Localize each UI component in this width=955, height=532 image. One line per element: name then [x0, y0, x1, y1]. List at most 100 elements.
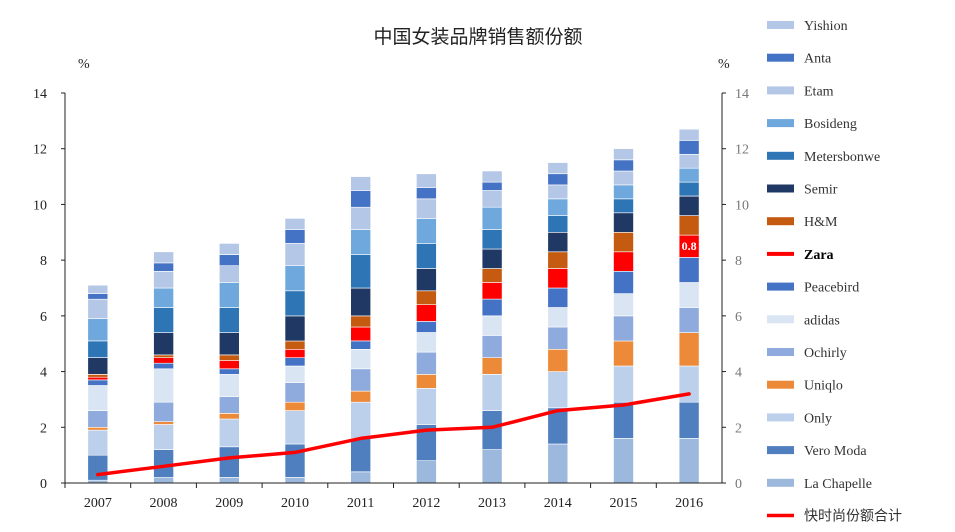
- bar-metersbonwe-2016: [678, 181, 700, 197]
- bar-semir-2012: [416, 268, 437, 292]
- bar-metersbonwe-2011: [350, 254, 372, 289]
- line-series-fast-fashion-total: [96, 392, 691, 477]
- bar-metersbonwe-2008: [153, 307, 174, 333]
- bar-la-chapelle-2010: [284, 477, 306, 484]
- bar-peacebird-2011: [350, 340, 372, 350]
- bar-semir-2014: [547, 232, 569, 253]
- bar-vero-moda-2008: [153, 449, 174, 478]
- bar-peacebird-2015: [613, 270, 634, 294]
- x-tick-label: 2009: [215, 496, 243, 511]
- bar-only-2010: [284, 410, 306, 445]
- bar-uniqlo-2016: [678, 332, 700, 367]
- bar-la-chapelle-2016: [678, 438, 700, 484]
- bar-semir-2011: [350, 287, 372, 317]
- y-tick-label-right: 10: [735, 198, 749, 213]
- bar-zara-2008: [153, 357, 174, 364]
- bar-bosideng-2014: [547, 198, 569, 216]
- x-tick-label: 2007: [84, 496, 112, 511]
- legend-label-vero-moda: Vero Moda: [804, 444, 867, 459]
- legend-label-peacebird: Peacebird: [804, 281, 859, 296]
- left-axis-unit: %: [78, 57, 90, 72]
- legend-swatch-vero-moda: [767, 446, 794, 455]
- bar-zara-2010: [284, 348, 306, 358]
- bar-h-m-2016: [678, 215, 700, 236]
- bar-peacebird-2010: [284, 357, 306, 367]
- bar-adidas-2010: [284, 365, 306, 384]
- bar-metersbonwe-2014: [547, 215, 569, 233]
- data-labels-layer: 0.8: [682, 239, 697, 253]
- bar-zara-2015: [613, 251, 634, 272]
- y-tick-label-left: 2: [40, 421, 47, 436]
- bar-metersbonwe-2013: [481, 229, 503, 250]
- legend-swatch-la-chapelle: [767, 478, 794, 487]
- y-tick-label-left: 6: [40, 310, 47, 325]
- bar-h-m-2014: [547, 251, 569, 269]
- bar-la-chapelle-2009: [219, 477, 240, 484]
- bar-la-chapelle-2014: [547, 443, 569, 484]
- bar-ochirly-2008: [153, 401, 174, 423]
- bar-anta-2012: [416, 187, 437, 200]
- legend-swatch-peacebird: [767, 282, 794, 291]
- bar-adidas-2014: [547, 307, 569, 328]
- bar-semir-2016: [678, 195, 700, 216]
- bar-vero-moda-2010: [284, 443, 306, 478]
- legend-label-etam: Etam: [804, 84, 834, 99]
- bar-yishion-2012: [416, 173, 437, 189]
- bar-etam-2013: [481, 190, 503, 208]
- legend-label-only: Only: [804, 411, 832, 426]
- bar-uniqlo-2013: [481, 357, 503, 375]
- bar-yishion-2008: [153, 251, 174, 264]
- bar-ochirly-2014: [547, 326, 569, 350]
- bar-metersbonwe-2007: [87, 340, 109, 358]
- bar-uniqlo-2011: [350, 390, 372, 403]
- legend-label-ochirly: Ochirly: [804, 346, 847, 361]
- bar-la-chapelle-2012: [416, 460, 437, 484]
- bar-only-2015: [613, 365, 634, 403]
- bar-etam-2016: [678, 154, 700, 169]
- bar-vero-moda-2009: [219, 446, 240, 478]
- legend-swatch-uniqlo: [767, 380, 794, 389]
- bar-yishion-2015: [613, 148, 634, 161]
- legend-label-anta: Anta: [804, 52, 832, 67]
- bar-anta-2016: [678, 140, 700, 155]
- legend-swatch-only: [767, 413, 794, 422]
- bar-yishion-2011: [350, 176, 372, 191]
- legend-label-yishion: Yishion: [804, 19, 848, 34]
- bar-vero-moda-2015: [613, 401, 634, 439]
- bar-only-2008: [153, 424, 174, 450]
- bar-semir-2007: [87, 357, 109, 375]
- bar-etam-2014: [547, 184, 569, 200]
- x-tick-label: 2016: [675, 496, 703, 511]
- bar-adidas-2008: [153, 368, 174, 403]
- bar-metersbonwe-2015: [613, 198, 634, 214]
- bar-anta-2013: [481, 181, 503, 191]
- bar-only-2009: [219, 418, 240, 448]
- y-tick-label-right: 6: [735, 310, 742, 325]
- bar-vero-moda-2011: [350, 438, 372, 473]
- bar-yishion-2009: [219, 243, 240, 255]
- bar-adidas-2016: [678, 282, 700, 308]
- bar-etam-2007: [87, 298, 109, 319]
- bar-vero-moda-2016: [678, 401, 700, 439]
- bar-zara-2007: [87, 376, 109, 381]
- bar-ochirly-2011: [350, 368, 372, 392]
- bar-peacebird-2009: [219, 368, 240, 375]
- bar-semir-2008: [153, 332, 174, 356]
- right-axis-unit: %: [718, 57, 730, 72]
- bar-ochirly-2012: [416, 351, 437, 375]
- bar-h-m-2009: [219, 354, 240, 361]
- bar-anta-2007: [87, 293, 109, 300]
- bar-h-m-2012: [416, 290, 437, 305]
- legend-swatch-ochirly: [767, 348, 794, 356]
- bar-zara-2014: [547, 268, 569, 289]
- bar-metersbonwe-2009: [219, 307, 240, 333]
- y-tick-label-right: 2: [735, 421, 742, 436]
- bar-metersbonwe-2010: [284, 290, 306, 317]
- legend-swatch-anta: [767, 53, 794, 62]
- bar-peacebird-2007: [87, 379, 109, 386]
- legend-swatch-adidas: [767, 315, 794, 324]
- bar-zara-2012: [416, 304, 437, 322]
- bar-yishion-2010: [284, 218, 306, 230]
- bars-layer: [87, 128, 700, 484]
- x-tick-label: 2014: [544, 496, 572, 511]
